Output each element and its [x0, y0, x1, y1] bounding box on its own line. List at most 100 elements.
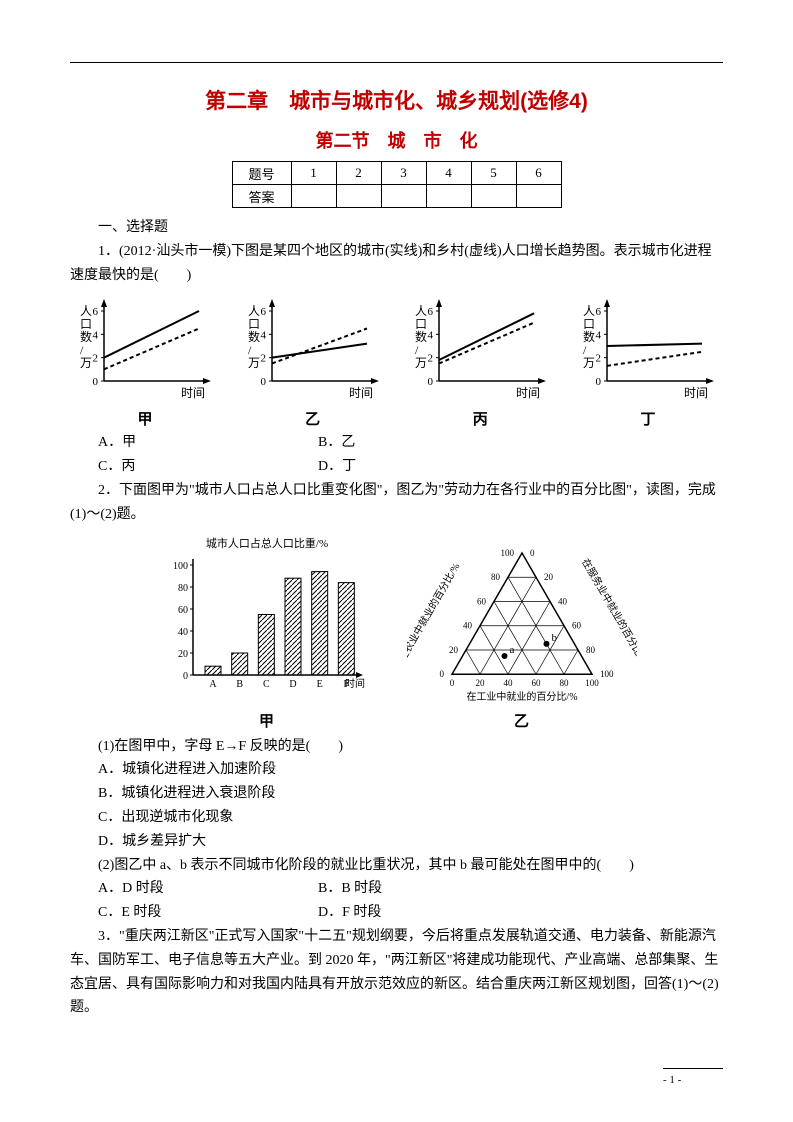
- svg-text:2: 2: [93, 353, 99, 365]
- svg-text:/: /: [80, 343, 84, 357]
- svg-text:40: 40: [463, 620, 473, 630]
- cell: 3: [381, 162, 426, 185]
- svg-text:6: 6: [93, 306, 99, 318]
- question-2-1: (1)在图甲中，字母 E→F 反映的是( ): [70, 735, 723, 759]
- option-b: B．B 时段: [290, 877, 382, 901]
- chart-yi: 0246人口数/万时间乙: [238, 293, 388, 429]
- svg-text:60: 60: [572, 620, 582, 630]
- svg-text:E: E: [316, 679, 322, 690]
- svg-text:时间: 时间: [345, 677, 365, 690]
- chapter-title: 第二章 城市与城市化、城乡规划(选修4): [70, 85, 723, 115]
- svg-text:口: 口: [80, 317, 92, 331]
- svg-text:人: 人: [248, 304, 260, 318]
- svg-text:时间: 时间: [349, 386, 373, 400]
- section-title: 第二节 城 市 化: [70, 127, 723, 153]
- svg-text:100: 100: [500, 548, 514, 558]
- svg-text:6: 6: [428, 306, 434, 318]
- svg-text:时间: 时间: [684, 386, 708, 400]
- svg-text:B: B: [236, 679, 243, 690]
- q1-options-row1: A．甲 B．乙: [70, 431, 723, 455]
- option-d: D．F 时段: [290, 901, 381, 925]
- svg-text:60: 60: [531, 678, 541, 688]
- svg-text:数: 数: [415, 329, 427, 344]
- svg-text:C: C: [262, 679, 269, 690]
- svg-text:口: 口: [583, 317, 595, 331]
- line-charts-row: 0246人口数/万时间甲 0246人口数/万时间乙 0246人口数/万时间丙 0…: [70, 293, 723, 429]
- svg-text:口: 口: [248, 317, 260, 331]
- svg-text:时间: 时间: [181, 386, 205, 400]
- svg-text:0: 0: [449, 678, 454, 688]
- svg-text:40: 40: [503, 678, 513, 688]
- svg-text:a: a: [509, 644, 514, 656]
- cell: [471, 185, 516, 208]
- svg-text:万: 万: [80, 356, 92, 370]
- cell: 5: [471, 162, 516, 185]
- svg-text:万: 万: [415, 356, 427, 370]
- cell: [426, 185, 471, 208]
- svg-text:b: b: [551, 632, 557, 644]
- table-row: 题号 1 2 3 4 5 6: [232, 162, 561, 185]
- cell: 2: [336, 162, 381, 185]
- svg-text:数: 数: [80, 329, 92, 344]
- svg-text:20: 20: [475, 678, 485, 688]
- svg-text:0: 0: [428, 376, 434, 388]
- section-heading: 一、选择题: [70, 216, 723, 240]
- cell: 6: [516, 162, 561, 185]
- svg-text:4: 4: [428, 330, 434, 342]
- q2-2-options-row1: A．D 时段 B．B 时段: [70, 877, 723, 901]
- page-number: - 1 -: [663, 1074, 681, 1086]
- svg-text:100: 100: [173, 561, 188, 572]
- svg-text:A: A: [209, 679, 217, 690]
- option-b: B．城镇化进程进入衰退阶段: [70, 782, 723, 806]
- svg-text:4: 4: [595, 330, 601, 342]
- svg-text:2: 2: [595, 353, 601, 365]
- cell: 4: [426, 162, 471, 185]
- svg-text:万: 万: [248, 356, 260, 370]
- svg-text:80: 80: [178, 583, 188, 594]
- option-c: C．丙: [70, 455, 290, 479]
- option-a: A．甲: [70, 431, 290, 455]
- svg-text:100: 100: [600, 669, 614, 679]
- cell: 1: [291, 162, 336, 185]
- option-b: B．乙: [290, 431, 355, 455]
- svg-text:/: /: [248, 343, 252, 357]
- header-rule: [70, 62, 723, 63]
- cell: [381, 185, 426, 208]
- svg-text:2: 2: [428, 353, 434, 365]
- option-a: A．城镇化进程进入加速阶段: [70, 758, 723, 782]
- svg-text:6: 6: [595, 306, 601, 318]
- figure-row-2: 城市人口占总人口比重/%020406080100ABCDEF时间甲 000202…: [70, 535, 723, 731]
- svg-text:80: 80: [586, 645, 596, 655]
- svg-text:0: 0: [93, 376, 99, 388]
- page-footer: - 1 -: [663, 1062, 723, 1086]
- q1-options-row2: C．丙 D．丁: [70, 455, 723, 479]
- option-d: D．丁: [290, 455, 356, 479]
- svg-text:40: 40: [558, 596, 568, 606]
- svg-text:数: 数: [248, 329, 260, 344]
- cell: [291, 185, 336, 208]
- chart-ding: 0246人口数/万时间丁: [573, 293, 723, 429]
- question-1: 1．(2012·汕头市一模)下图是某四个地区的城市(实线)和乡村(虚线)人口增长…: [70, 240, 723, 288]
- option-a: A．D 时段: [70, 877, 290, 901]
- svg-text:20: 20: [178, 649, 188, 660]
- cell: [336, 185, 381, 208]
- svg-text:D: D: [289, 679, 296, 690]
- ternary-chart-yi: 000202020404040606060808080100100100ab在工…: [407, 535, 637, 731]
- svg-text:在工业中就业的百分比/%: 在工业中就业的百分比/%: [466, 690, 577, 703]
- svg-text:口: 口: [415, 317, 427, 331]
- svg-text:80: 80: [559, 678, 569, 688]
- svg-text:4: 4: [93, 330, 99, 342]
- svg-text:/: /: [415, 343, 419, 357]
- svg-text:0: 0: [183, 671, 188, 682]
- svg-text:人: 人: [415, 304, 427, 318]
- option-c: C．出现逆城市化现象: [70, 806, 723, 830]
- svg-text:0: 0: [595, 376, 601, 388]
- svg-text:0: 0: [530, 548, 535, 558]
- svg-text:人: 人: [583, 304, 595, 318]
- svg-text:60: 60: [178, 605, 188, 616]
- cell: [516, 185, 561, 208]
- option-c: C．E 时段: [70, 901, 290, 925]
- answer-table: 题号 1 2 3 4 5 6 答案: [232, 161, 562, 208]
- svg-text:20: 20: [544, 572, 554, 582]
- svg-text:/: /: [583, 343, 587, 357]
